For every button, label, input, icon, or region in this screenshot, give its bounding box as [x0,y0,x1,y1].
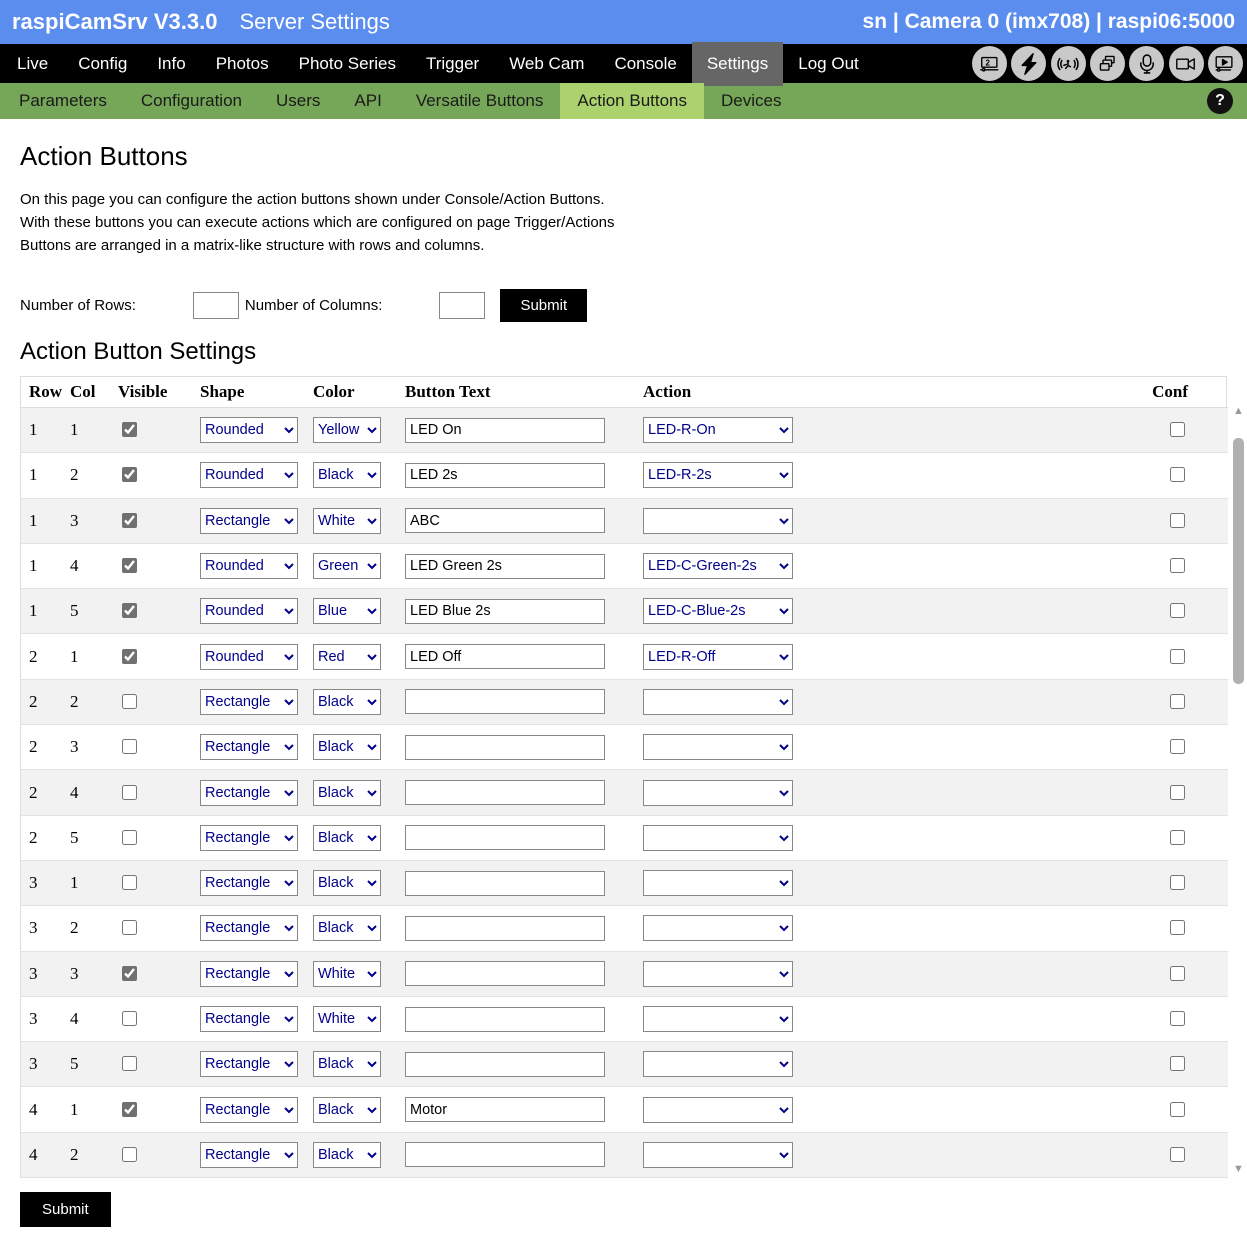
svg-text:2: 2 [985,58,990,67]
